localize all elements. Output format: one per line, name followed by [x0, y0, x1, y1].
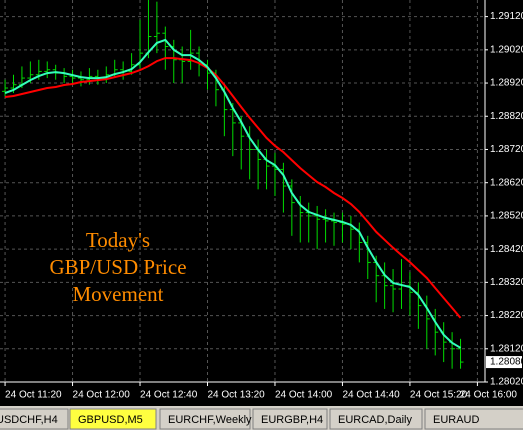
tab-label[interactable]: GBPUSD,M5: [78, 414, 143, 426]
tab-label[interactable]: EURCHF,Weekly: [168, 414, 252, 426]
y-tick-label: 1.28020: [490, 377, 523, 388]
tab-label[interactable]: EURGBP,H4: [261, 414, 323, 426]
tabs: USDCHF,H4 GBPUSD,M5 EURCHF,Weekly EURGBP,H4…: [0, 408, 523, 430]
tab-label[interactable]: EURAUD: [433, 414, 480, 426]
moving-average-line: [4, 38, 462, 349]
y-tick-label: 1.29120: [490, 11, 523, 22]
tab[interactable]: [252, 408, 328, 430]
x-tick-label: 24 Oct 12:40: [140, 390, 198, 401]
y-tick-label: 1.28520: [490, 211, 523, 222]
y-tick-label: 1.28220: [490, 310, 523, 321]
tab[interactable]: [0, 408, 69, 430]
y-tick-label: 1.29020: [490, 44, 523, 55]
current-price-label: 1.28080: [490, 357, 523, 368]
y-tick-label: 1.28320: [490, 277, 523, 288]
current-price-box: [486, 356, 522, 369]
annotation: Movement: [73, 282, 164, 306]
y-tick-label: 1.28920: [490, 78, 523, 89]
tab[interactable]: [424, 408, 523, 430]
tab-label[interactable]: USDCHF,H4: [0, 414, 58, 426]
tab[interactable]: [69, 408, 157, 430]
annotation: Today's: [86, 228, 150, 252]
y-tick-label: 1.28420: [490, 244, 523, 255]
moving-average-line: [4, 57, 462, 319]
y-tick-label: 1.28120: [490, 343, 523, 354]
y-tick-label: 1.28820: [490, 111, 523, 122]
x-tick-label: 24 Oct 15:20: [410, 390, 468, 401]
x-tick-label: 24 Oct 11:20: [5, 390, 62, 401]
tab[interactable]: [329, 408, 423, 430]
y-tick-label: 1.28620: [490, 177, 523, 188]
x-tick-label: 24 Oct 13:20: [207, 390, 265, 401]
x-tick-label: 24 Oct 14:40: [342, 390, 400, 401]
x-tick-label: 24 Oct 12:00: [73, 390, 131, 401]
x-tick-label: 24 Oct 14:00: [275, 390, 333, 401]
plot-area: 1.29120 1.29020 1.28920 1.28820 1.28720 1.286…: [0, 0, 523, 401]
tab[interactable]: [159, 408, 251, 430]
tab-label[interactable]: EURCAD,Daily: [338, 414, 412, 426]
y-tick-label: 1.28720: [490, 144, 523, 155]
x-tick-label: 24 Oct 16:00: [460, 390, 518, 401]
chart-background: [0, 0, 523, 406]
annotation: GBP/USD Price: [49, 255, 186, 279]
